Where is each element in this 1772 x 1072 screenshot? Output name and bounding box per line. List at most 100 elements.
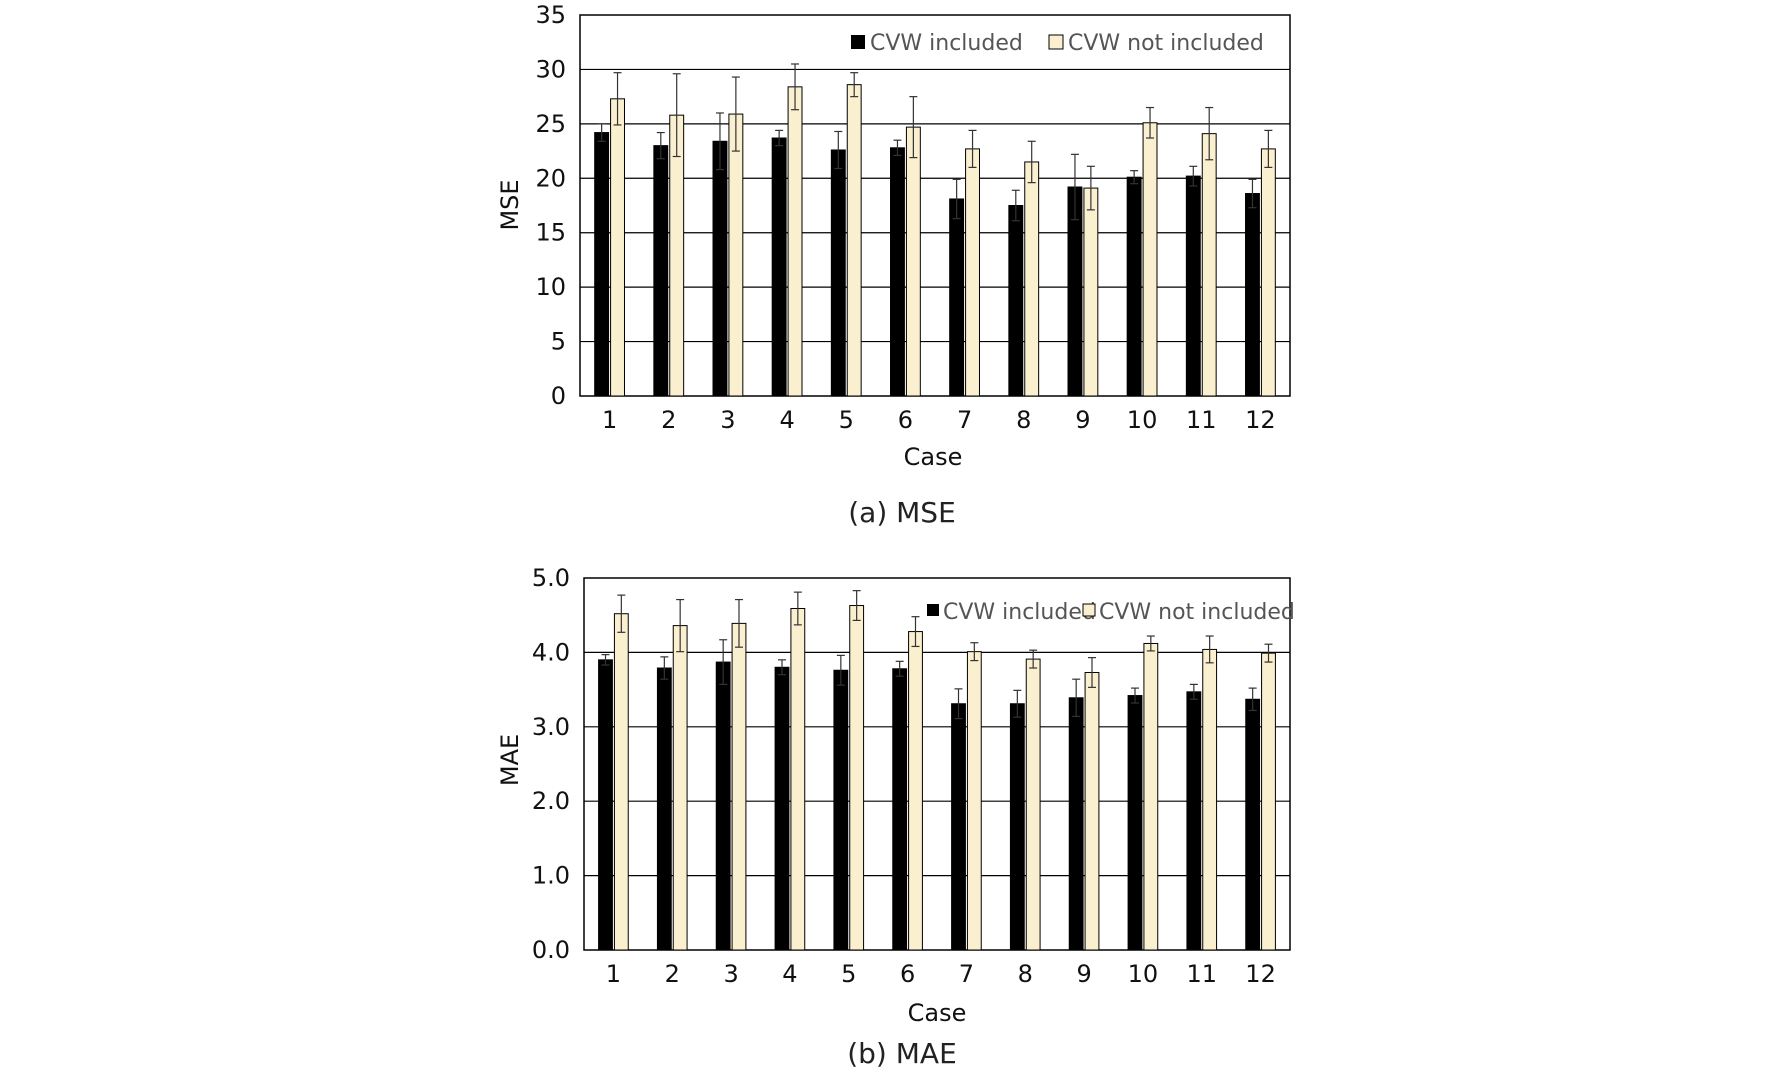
mae-error-bar xyxy=(1189,683,1198,700)
mse-error-bar xyxy=(672,73,681,158)
mse-bar-cvw-not-included xyxy=(1201,133,1217,397)
mae-y-tick-label: 2.0 xyxy=(532,787,570,815)
mse-bar-cvw-included xyxy=(771,137,787,397)
mae-x-tick-label: 6 xyxy=(900,960,915,988)
mse-bar-cvw-not-included xyxy=(669,114,685,397)
mae-plot-area xyxy=(583,577,1291,951)
mse-error-bar xyxy=(834,130,843,170)
mse-error-bar xyxy=(1264,129,1273,168)
mse-y-tick-label: 15 xyxy=(535,219,566,247)
mae-error-bar xyxy=(734,598,743,648)
mae-x-tick-label: 9 xyxy=(1076,960,1091,988)
mae-bar-cvw-not-included xyxy=(1025,658,1041,951)
mae-legend: CVW included CVW not included xyxy=(927,600,1295,625)
mse-error-bar xyxy=(715,112,724,171)
mae-error-bar xyxy=(836,654,845,686)
mae-error-bar xyxy=(1248,687,1257,712)
mse-bar-cvw-included xyxy=(949,198,965,397)
mse-error-bar xyxy=(968,129,977,168)
mse-bar-cvw-not-included xyxy=(965,148,980,397)
mae-error-bar xyxy=(852,590,861,622)
mse-error-bar xyxy=(1027,140,1036,184)
mae-error-bar xyxy=(1072,678,1081,717)
mae-error-bar xyxy=(1264,643,1273,663)
mae-chart: 0.01.02.03.04.05.0 1 2 3 4 5 6 7 8 9 10 11 12 MAE C… xyxy=(496,564,1295,1070)
mse-x-tick-label: 10 xyxy=(1127,406,1158,434)
mae-bar-cvw-not-included xyxy=(1202,648,1218,951)
mae-bar-cvw-included xyxy=(774,666,790,951)
mse-legend: CVW included CVW not included xyxy=(851,31,1264,56)
mse-error-bar xyxy=(1248,178,1257,209)
mae-x-axis-label: Case xyxy=(908,999,967,1027)
mse-y-tick-label: 30 xyxy=(535,55,566,83)
mae-bar-cvw-included xyxy=(598,659,613,951)
mse-bar-cvw-included xyxy=(1126,176,1142,397)
mae-y-tick-label: 1.0 xyxy=(532,862,570,890)
mae-x-tick-label: 7 xyxy=(959,960,974,988)
mae-legend-swatch-cvw-not-included xyxy=(1082,603,1096,617)
mse-x-tick-label: 6 xyxy=(898,406,913,434)
mse-y-tick-label: 35 xyxy=(535,1,566,29)
mae-legend-label-cvw-included: CVW included xyxy=(943,600,1096,625)
mae-bar-cvw-not-included xyxy=(908,631,923,951)
mse-error-bar xyxy=(1130,170,1139,185)
mse-x-axis-label: Case xyxy=(904,443,963,471)
mae-bar-cvw-not-included xyxy=(1084,671,1100,951)
mse-bar-cvw-included xyxy=(712,140,728,397)
mse-bar-cvw-not-included xyxy=(905,126,921,397)
mae-error-bar xyxy=(1131,687,1140,704)
mse-bar-cvw-not-included xyxy=(1260,148,1276,397)
mse-bar-cvw-not-included xyxy=(728,113,744,397)
mse-legend-label-cvw-not-included: CVW not included xyxy=(1068,31,1264,56)
mse-y-tick-label: 20 xyxy=(535,164,566,192)
mse-bar-cvw-not-included xyxy=(787,86,803,397)
mse-y-tick-label: 10 xyxy=(535,273,566,301)
mse-error-bar xyxy=(597,123,606,142)
mae-x-tick-label: 11 xyxy=(1186,960,1217,988)
mse-error-bar xyxy=(1189,165,1198,187)
mse-y-tick-label: 25 xyxy=(535,110,566,138)
mse-legend-label-cvw-included: CVW included xyxy=(870,31,1023,56)
mae-bar-cvw-not-included xyxy=(613,613,629,951)
mse-plot-area xyxy=(579,14,1291,397)
mse-bar-cvw-not-included xyxy=(1024,161,1040,397)
mae-bar-cvw-not-included xyxy=(849,605,865,951)
mse-error-bar xyxy=(1146,106,1155,139)
mse-bar-cvw-included xyxy=(653,145,669,397)
mse-bar-cvw-not-included xyxy=(1142,122,1158,397)
mse-bar-cvw-not-included xyxy=(846,84,862,397)
mse-error-bar xyxy=(1011,189,1020,222)
mae-error-bar xyxy=(970,642,979,662)
mse-bar-cvw-not-included xyxy=(1083,187,1099,397)
mae-x-tick-label: 12 xyxy=(1245,960,1276,988)
mse-bar-cvw-not-included xyxy=(610,98,625,397)
mse-error-bar xyxy=(775,129,784,147)
mse-x-tick-label: 5 xyxy=(839,406,854,434)
mae-bar-cvw-not-included xyxy=(672,625,688,951)
mse-y-axis-label: MSE xyxy=(496,179,524,230)
mse-x-tick-label: 4 xyxy=(779,406,794,434)
mae-bar-cvw-included xyxy=(1245,698,1261,951)
mse-error-bar xyxy=(731,76,740,152)
mae-error-bar xyxy=(1146,635,1155,652)
mae-error-bar xyxy=(1205,635,1214,664)
mae-x-tick-label: 4 xyxy=(782,960,797,988)
mae-bar-cvw-included xyxy=(1009,703,1025,951)
mae-bar-cvw-included xyxy=(1127,695,1143,951)
mse-legend-swatch-cvw-not-included xyxy=(1048,34,1064,50)
mae-x-tick-label: 10 xyxy=(1128,960,1159,988)
mse-error-bar xyxy=(1086,165,1095,211)
mse-y-tick-label: 0 xyxy=(551,382,566,410)
mae-error-bar xyxy=(719,639,728,685)
mae-bar-cvw-included xyxy=(833,669,849,951)
mae-caption: (b) MAE xyxy=(847,1037,957,1070)
mae-y-tick-label: 5.0 xyxy=(532,564,570,592)
mse-error-bar xyxy=(791,63,800,111)
mae-error-bar xyxy=(954,688,963,720)
mae-bar-cvw-included xyxy=(715,661,731,951)
mae-bar-cvw-included xyxy=(656,667,672,951)
mae-x-tick-label: 2 xyxy=(665,960,680,988)
mse-error-bar xyxy=(613,72,622,126)
mae-error-bar xyxy=(660,656,669,680)
